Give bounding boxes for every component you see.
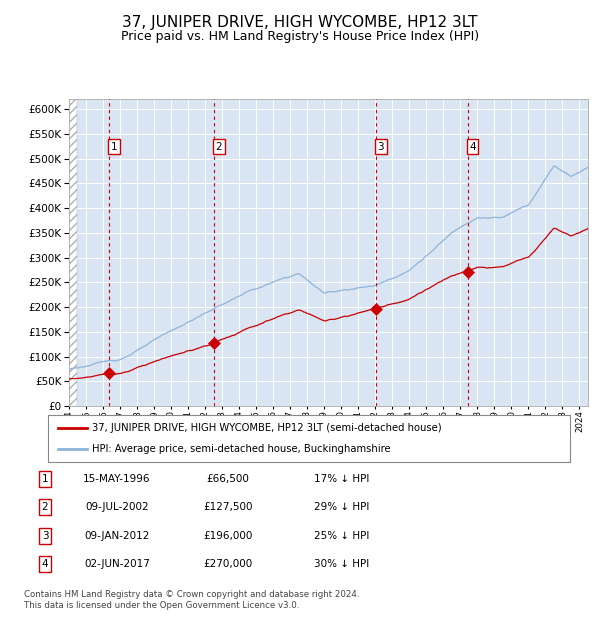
Text: 1: 1 bbox=[41, 474, 49, 484]
Text: 3: 3 bbox=[377, 142, 384, 152]
Text: £127,500: £127,500 bbox=[203, 502, 253, 512]
Text: 29% ↓ HPI: 29% ↓ HPI bbox=[314, 502, 370, 512]
Text: 1: 1 bbox=[111, 142, 118, 152]
Text: Price paid vs. HM Land Registry's House Price Index (HPI): Price paid vs. HM Land Registry's House … bbox=[121, 30, 479, 43]
Text: 30% ↓ HPI: 30% ↓ HPI bbox=[314, 559, 370, 569]
Text: 2: 2 bbox=[41, 502, 49, 512]
Text: 4: 4 bbox=[41, 559, 49, 569]
Text: £196,000: £196,000 bbox=[203, 531, 253, 541]
Text: Contains HM Land Registry data © Crown copyright and database right 2024.
This d: Contains HM Land Registry data © Crown c… bbox=[24, 590, 359, 609]
Text: 37, JUNIPER DRIVE, HIGH WYCOMBE, HP12 3LT: 37, JUNIPER DRIVE, HIGH WYCOMBE, HP12 3L… bbox=[122, 16, 478, 30]
Text: 09-JUL-2002: 09-JUL-2002 bbox=[85, 502, 149, 512]
Text: £270,000: £270,000 bbox=[203, 559, 253, 569]
Text: 25% ↓ HPI: 25% ↓ HPI bbox=[314, 531, 370, 541]
Text: 02-JUN-2017: 02-JUN-2017 bbox=[84, 559, 150, 569]
Text: 4: 4 bbox=[469, 142, 476, 152]
Text: 09-JAN-2012: 09-JAN-2012 bbox=[85, 531, 149, 541]
Text: HPI: Average price, semi-detached house, Buckinghamshire: HPI: Average price, semi-detached house,… bbox=[92, 444, 391, 454]
Text: £66,500: £66,500 bbox=[206, 474, 250, 484]
Text: 3: 3 bbox=[41, 531, 49, 541]
Text: 2: 2 bbox=[215, 142, 223, 152]
Text: 17% ↓ HPI: 17% ↓ HPI bbox=[314, 474, 370, 484]
Bar bbox=[69, 99, 77, 406]
Text: 15-MAY-1996: 15-MAY-1996 bbox=[83, 474, 151, 484]
Text: 37, JUNIPER DRIVE, HIGH WYCOMBE, HP12 3LT (semi-detached house): 37, JUNIPER DRIVE, HIGH WYCOMBE, HP12 3L… bbox=[92, 422, 442, 433]
